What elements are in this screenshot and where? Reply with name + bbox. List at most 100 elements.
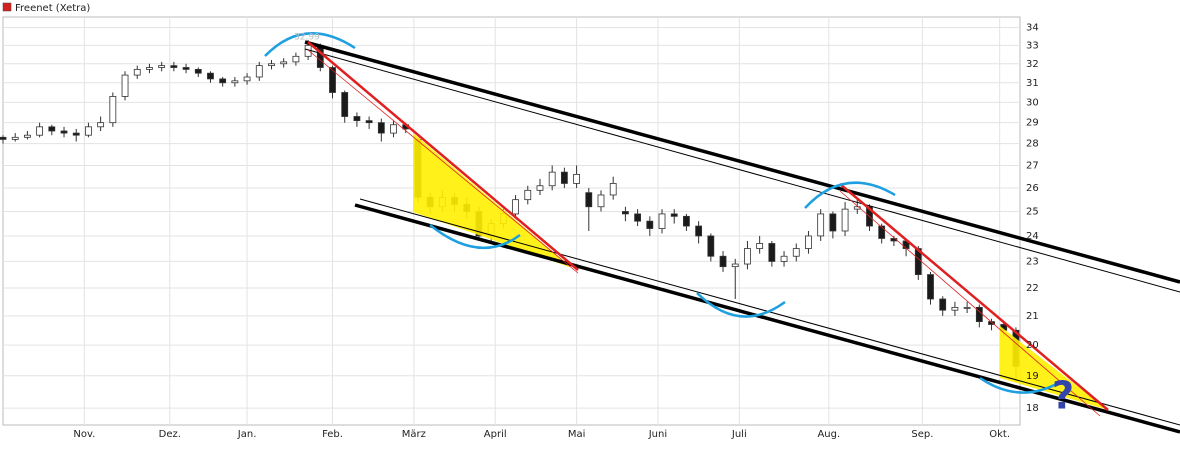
chart-title: Freenet (Xetra) [15, 3, 90, 14]
candle-body [268, 63, 275, 67]
y-tick-label: 30 [1026, 97, 1039, 108]
candle-body [353, 116, 361, 122]
candle-body [377, 122, 385, 134]
candle-body [292, 55, 300, 63]
y-tick-label: 29 [1026, 118, 1039, 129]
candle-body [670, 213, 678, 217]
candle-body [573, 173, 580, 184]
x-tick-label: Sep. [911, 429, 933, 440]
x-tick-label: April [484, 429, 507, 440]
candle-body [36, 126, 44, 136]
candle-body [841, 208, 849, 232]
arc [696, 292, 786, 318]
legend-swatch [2, 2, 12, 12]
candle-body [329, 67, 336, 93]
arc [979, 376, 1061, 394]
candle-body [536, 185, 544, 191]
candle-body [768, 243, 776, 262]
candle-body [963, 306, 971, 309]
candle-body [170, 65, 178, 68]
x-tick-label: Aug. [817, 429, 840, 440]
question-mark: ? [1052, 374, 1074, 418]
y-tick-label: 22 [1026, 283, 1039, 294]
candle-body [133, 68, 141, 76]
x-tick-label: März [402, 429, 426, 440]
candle-body [365, 120, 373, 124]
candle-body [658, 213, 666, 229]
y-tick-label: 26 [1026, 183, 1039, 194]
y-tick-label: 19 [1026, 371, 1039, 382]
channel-line [354, 203, 1180, 434]
candle-body [97, 122, 105, 128]
trend-line [839, 183, 1109, 411]
y-tick-label: 31 [1026, 78, 1039, 89]
candle-body [11, 136, 19, 140]
candle-body [683, 215, 690, 227]
y-tick-label: 27 [1026, 160, 1039, 171]
candle-body [243, 76, 251, 82]
x-tick-label: Nov. [73, 429, 95, 440]
candle-body [756, 243, 764, 249]
trend-line [307, 49, 579, 274]
candle-body [609, 183, 617, 196]
price-label: 32.99 [294, 33, 320, 43]
candle-body [219, 78, 227, 84]
candle-body [0, 136, 7, 140]
candle-body [72, 132, 80, 136]
candle-body [524, 189, 532, 201]
candle-body [939, 298, 947, 311]
x-tick-label: Mai [568, 429, 586, 440]
candle-body [255, 65, 263, 78]
candle-body [646, 220, 654, 229]
candle-body [85, 126, 92, 136]
candle-body [805, 235, 812, 249]
x-tick-label: Jan. [237, 429, 257, 440]
candle-body [560, 171, 568, 184]
candle-body [341, 92, 349, 117]
trend-line [307, 41, 579, 271]
x-tick-label: Juni [648, 429, 667, 440]
candle-body [48, 126, 56, 132]
candle-body [158, 65, 166, 68]
candle-body [695, 225, 703, 237]
candle-body [585, 192, 593, 208]
y-tick-label: 23 [1026, 256, 1039, 267]
candle-body [707, 235, 715, 257]
candle-body [927, 274, 934, 300]
candle-body [817, 213, 825, 237]
channel-line [304, 40, 1180, 284]
candle-body [24, 134, 31, 138]
candle-body [60, 130, 68, 134]
candle-body [951, 306, 959, 311]
candle-body [280, 61, 288, 65]
y-tick-label: 20 [1026, 340, 1039, 351]
arc [804, 181, 896, 209]
candle-body [719, 255, 727, 268]
candle-body [634, 213, 642, 222]
channel-line [304, 48, 1180, 293]
y-tick-label: 33 [1026, 40, 1039, 51]
candle-body [231, 80, 239, 84]
candle-body [109, 96, 117, 124]
trend-line [839, 190, 1101, 417]
x-tick-label: Juli [731, 429, 747, 440]
candle-body [597, 194, 605, 208]
x-tick-label: Dez. [159, 429, 181, 440]
candle-body [512, 199, 519, 215]
highlight-triangle [413, 133, 572, 268]
candle-body [194, 68, 202, 74]
candle-body [622, 211, 629, 215]
y-tick-label: 32 [1026, 59, 1039, 70]
arc [264, 32, 356, 57]
candle-body [780, 255, 788, 262]
x-tick-label: Okt. [989, 429, 1010, 440]
candle-body [731, 263, 739, 268]
y-tick-label: 34 [1026, 22, 1039, 33]
y-tick-label: 24 [1026, 231, 1039, 242]
arc [429, 224, 521, 250]
y-tick-label: 21 [1026, 311, 1039, 322]
candle-body [390, 124, 397, 134]
highlight-triangle [1000, 326, 1108, 410]
